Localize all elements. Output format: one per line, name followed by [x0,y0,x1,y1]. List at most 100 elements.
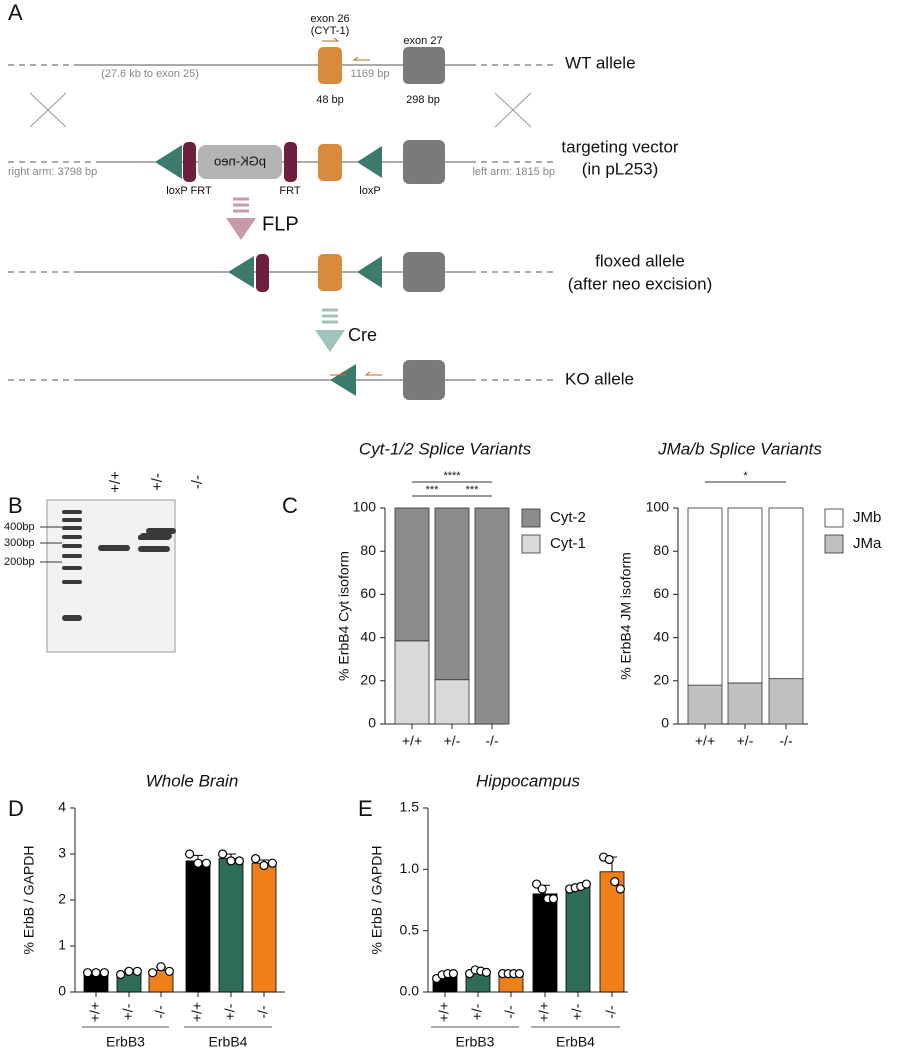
cassette-label: pGK-neo [214,153,266,168]
chart: C Cyt-1/2 Splice Variants % ErbB4 Cyt isof… [282,439,586,748]
y-tick-label: 60 [360,585,376,601]
chart: D Whole Brain % ErbB / GAPDH 0 1 2 3 4 +/+ +/- -/-… [8,771,285,1050]
data-point [99,968,110,978]
significance-label: *** [426,484,440,496]
group-label: ErbB3 [456,1034,495,1050]
bar-segment [434,679,470,725]
group-label: ErbB3 [106,1034,145,1050]
chart-title: Whole Brain [146,771,239,790]
y-tick-label: 0 [368,715,376,731]
y-tick-label: 0.5 [400,921,420,937]
panel-label: D [8,796,24,821]
bar [185,860,211,993]
y-tick-label: 20 [653,672,669,688]
bar [565,886,591,993]
data-point [185,849,195,859]
y-tick-label: 100 [353,499,377,515]
data-point [531,879,542,889]
bar-segment [768,507,804,680]
exon-size: 48 bp [316,94,344,106]
y-tick-label: 20 [360,672,376,688]
legend-swatch [521,534,541,554]
data-point [514,968,525,979]
data-point [124,966,134,976]
y-tick-label: 0 [58,983,66,999]
note: right arm: 3798 bp [8,166,97,178]
legend-swatch [824,534,844,554]
enzyme-label: FLP [262,213,299,235]
y-tick-label: 1.5 [400,799,420,815]
allele-label: floxed allele [595,251,685,270]
data-point [193,858,203,868]
significance-label: * [743,470,748,482]
data-point [82,968,93,978]
enzyme-label: Cre [348,325,377,345]
gel-band [146,528,176,534]
data-point [115,969,126,980]
legend-label: JMa [853,535,882,552]
panel-label: A [8,0,23,25]
x-tick-label: +/- [737,733,754,749]
data-point [259,860,269,871]
marker-label: 300bp [4,537,35,549]
x-tick-label: +/+ [402,733,422,749]
data-point [132,966,142,976]
y-tick-label: 1 [58,937,66,953]
legend-label: Cyt-1 [550,535,586,552]
y-tick-label: 1.0 [400,860,420,876]
bar-segment [768,678,804,725]
bar-segment [687,684,723,725]
data-point [91,968,101,978]
data-point [581,879,592,889]
y-axis-label: % ErbB4 JM isoform [618,552,634,680]
x-tick-label: +/+ [87,1002,103,1022]
data-point [481,967,491,977]
data-point [615,884,626,894]
x-tick-label: +/- [469,1003,485,1020]
lane-label: +/- [149,473,166,491]
bar-segment [434,507,470,681]
data-point [548,894,559,904]
data-point [604,854,614,865]
y-tick-label: 0.0 [400,983,420,999]
data-point [226,856,236,866]
significance-label: *** [466,484,480,496]
site-label: loxP [359,185,380,197]
chart-title: Hippocampus [476,771,580,790]
x-tick-label: -/- [152,1005,168,1019]
group-label: ErbB4 [556,1034,595,1050]
x-tick-label: +/+ [189,1002,205,1022]
bar-segment [394,507,430,642]
bar-segment [474,507,510,725]
chart-title: JMa/b Splice Variants [657,439,822,458]
bar-segment [727,507,763,684]
data-point [201,858,211,868]
x-tick-label: +/- [569,1003,585,1020]
exon-label: exon 27 [403,35,442,47]
data-point [537,884,547,894]
x-tick-label: +/+ [695,733,715,749]
x-tick-label: -/- [779,733,793,749]
significance-label: **** [443,470,461,482]
lane-label: +/+ [107,471,124,493]
allele-label: (after neo excision) [568,274,713,293]
marker-label: 400bp [4,521,35,533]
note: (27.6 kb to exon 25) [101,68,199,80]
lane-label: -/- [189,475,206,489]
data-point [251,853,261,864]
x-tick-label: +/- [222,1003,238,1020]
panel-label: E [358,796,373,821]
site-label: FRT [279,185,300,197]
x-tick-label: -/- [485,733,499,749]
allele-label: (in pL253) [582,159,659,178]
y-tick-label: 60 [653,585,669,601]
y-tick-label: 100 [646,499,670,515]
exon-label: (CYT-1) [311,25,350,37]
data-point [148,968,158,978]
note: left arm: 1815 bp [472,166,555,178]
data-point [448,968,458,979]
data-point [267,858,277,868]
y-tick-label: 4 [58,799,66,815]
legend-label: Cyt-2 [550,509,586,526]
